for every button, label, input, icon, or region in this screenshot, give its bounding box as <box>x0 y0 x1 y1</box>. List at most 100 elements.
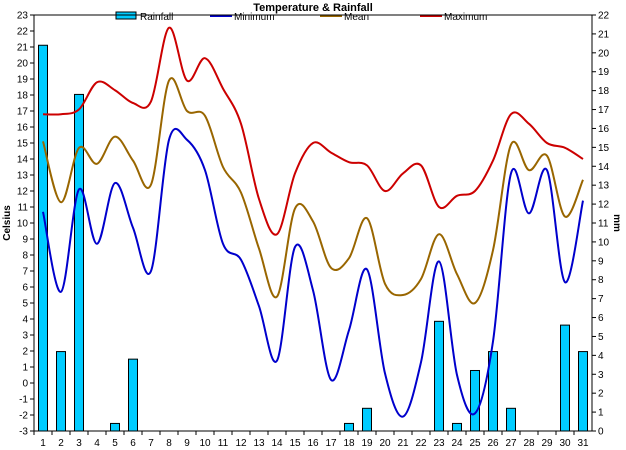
x-tick-label: 25 <box>469 438 481 449</box>
x-tick-label: 14 <box>271 438 283 449</box>
rainfall-bar <box>128 358 138 432</box>
legend-label-minimum: Minimum <box>234 12 275 23</box>
y-axis-left-title: Celsius <box>2 205 13 241</box>
y-right-tick-label: 13 <box>598 181 610 192</box>
rainfall-bars <box>38 44 588 432</box>
rainfall-bar <box>506 407 516 432</box>
y-right-tick-label: 3 <box>598 370 604 381</box>
rainfall-bar <box>488 351 498 432</box>
y-left-tick-label: 4 <box>22 315 28 326</box>
y-left-tick-label: -3 <box>19 427 28 438</box>
y-left-tick-label: 19 <box>17 75 29 86</box>
y-left-tick-label: 13 <box>17 171 29 182</box>
y-left-tick-label: 21 <box>17 43 29 54</box>
rainfall-bar <box>38 44 48 432</box>
y-left-tick-label: 1 <box>22 363 28 374</box>
y-right-tick-label: 18 <box>598 86 610 97</box>
y-right-tick-label: 0 <box>598 427 604 438</box>
rainfall-bar <box>452 422 462 432</box>
y-left-tick-label: 17 <box>17 107 29 118</box>
rainfall-bar <box>578 351 588 432</box>
y-right-tick-label: 11 <box>598 219 609 230</box>
legend-label-maximum: Maximum <box>444 12 487 23</box>
y-right-tick-label: 2 <box>598 389 604 400</box>
x-tick-label: 24 <box>451 438 463 449</box>
y-right-tick-label: 14 <box>598 162 610 173</box>
rainfall-bar <box>434 320 444 432</box>
rainfall-bar <box>362 407 372 432</box>
y-right-tick-label: 9 <box>598 256 604 267</box>
y-left-tick-label: 2 <box>22 347 28 358</box>
y-right-tick-label: 19 <box>598 67 610 78</box>
y-right-tick-label: 5 <box>598 332 604 343</box>
y-left-tick-label: 15 <box>17 139 29 150</box>
x-tick-label: 23 <box>433 438 445 449</box>
y-left-tick-label: -1 <box>19 395 28 406</box>
y-right-tick-label: 16 <box>598 124 610 135</box>
chart-title: Temperature & Rainfall <box>253 2 373 14</box>
mean-line <box>42 77 584 305</box>
y-right-tick-label: 22 <box>598 11 610 22</box>
y-right-tick-label: 17 <box>598 105 610 116</box>
y-left-tick-label: 23 <box>17 11 29 22</box>
x-tick-label: 22 <box>415 438 427 449</box>
x-tick-label: 10 <box>199 438 211 449</box>
x-tick-label: 27 <box>505 438 517 449</box>
y-left-tick-label: 3 <box>22 331 28 342</box>
y-left-tick-label: 5 <box>22 299 28 310</box>
rainfall-bar <box>74 93 84 432</box>
y-left-tick-label: 8 <box>22 251 28 262</box>
rainfall-bar <box>56 351 66 432</box>
y-left-tick-label: 6 <box>22 283 28 294</box>
rainfall-bar <box>344 422 354 432</box>
y-right-tick-label: 12 <box>598 200 610 211</box>
x-tick-label: 3 <box>76 438 82 449</box>
x-tick-label: 9 <box>184 438 190 449</box>
x-tick-label: 26 <box>487 438 499 449</box>
y-right-tick-label: 21 <box>598 29 610 40</box>
y-right-tick-label: 7 <box>598 294 604 305</box>
x-tick-label: 20 <box>379 438 391 449</box>
axes: -3-2-10123456789101112131415161718192021… <box>17 11 610 450</box>
y-left-tick-label: 10 <box>17 219 29 230</box>
y-right-tick-label: 4 <box>598 351 604 362</box>
x-tick-label: 31 <box>577 438 589 449</box>
x-tick-label: 30 <box>559 438 571 449</box>
y-right-tick-label: 10 <box>598 237 610 248</box>
y-left-tick-label: 16 <box>17 123 29 134</box>
y-left-tick-label: 18 <box>17 91 29 102</box>
y-right-tick-label: 15 <box>598 143 610 154</box>
x-tick-label: 11 <box>218 438 229 449</box>
rainfall-bar <box>470 369 480 432</box>
x-tick-label: 12 <box>235 438 247 449</box>
x-tick-label: 21 <box>397 438 409 449</box>
x-tick-label: 5 <box>112 438 118 449</box>
y-left-tick-label: 11 <box>18 203 29 214</box>
minimum-line <box>42 127 584 418</box>
x-tick-label: 18 <box>343 438 355 449</box>
x-tick-label: 15 <box>289 438 301 449</box>
legend-label-rainfall: Rainfall <box>140 12 173 23</box>
y-right-tick-label: 6 <box>598 313 604 324</box>
x-tick-label: 17 <box>325 438 337 449</box>
x-tick-label: 4 <box>94 438 100 449</box>
x-tick-label: 8 <box>166 438 172 449</box>
x-tick-label: 29 <box>541 438 553 449</box>
x-tick-label: 1 <box>40 438 46 449</box>
y-left-tick-label: 22 <box>17 27 29 38</box>
maximum-line <box>42 26 584 236</box>
rainfall-bar <box>560 324 570 432</box>
y-axis-right-title: mm <box>611 214 622 232</box>
y-right-tick-label: 1 <box>598 408 604 419</box>
x-tick-label: 16 <box>307 438 319 449</box>
y-left-tick-label: 0 <box>22 379 28 390</box>
rainfall-bar <box>110 422 120 432</box>
y-left-tick-label: 20 <box>17 59 29 70</box>
y-left-tick-label: -2 <box>19 411 28 422</box>
x-tick-label: 28 <box>523 438 535 449</box>
y-right-tick-label: 20 <box>598 48 610 59</box>
x-tick-label: 19 <box>361 438 373 449</box>
legend-label-mean: Mean <box>344 12 369 23</box>
temperature-lines <box>42 26 584 418</box>
